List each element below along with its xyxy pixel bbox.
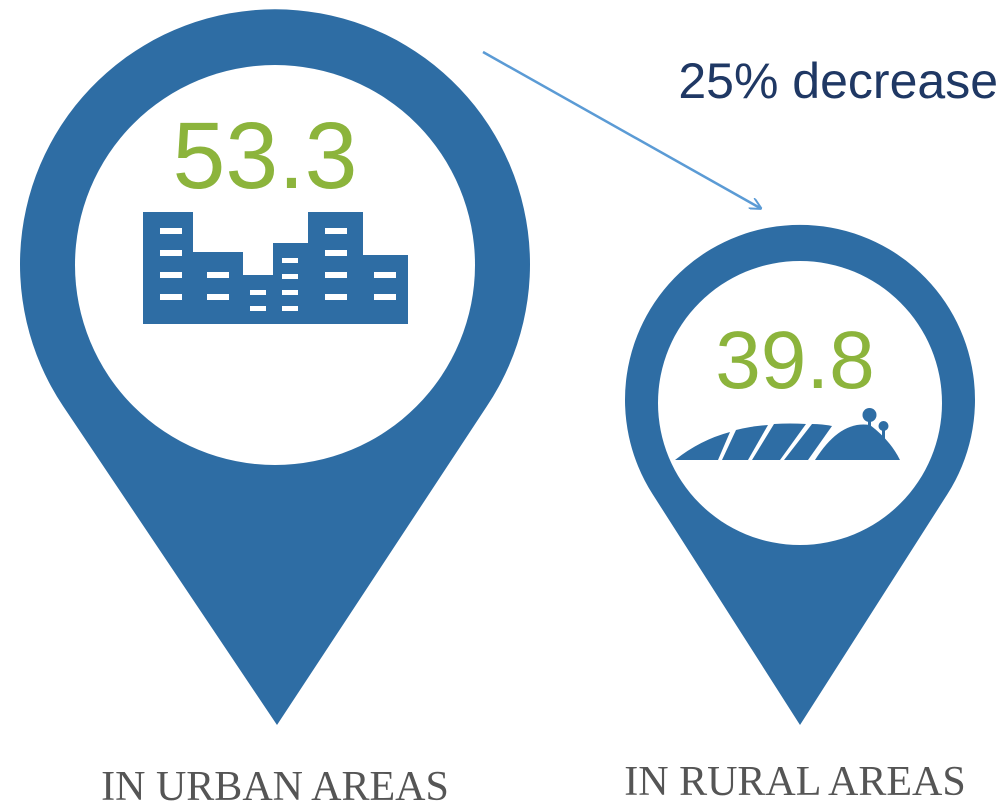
rural-label: IN RURAL AREAS bbox=[624, 759, 965, 805]
arrow bbox=[482, 50, 760, 208]
urban-pin: 53.3 bbox=[20, 9, 531, 725]
annotation: 25% decrease bbox=[678, 53, 998, 109]
farm-icon bbox=[675, 408, 900, 460]
urban-value: 53.3 bbox=[173, 103, 358, 209]
urban-label: IN URBAN AREAS bbox=[101, 764, 449, 808]
rural-value: 39.8 bbox=[715, 315, 875, 406]
rural-pin: 39.8 bbox=[624, 224, 975, 725]
